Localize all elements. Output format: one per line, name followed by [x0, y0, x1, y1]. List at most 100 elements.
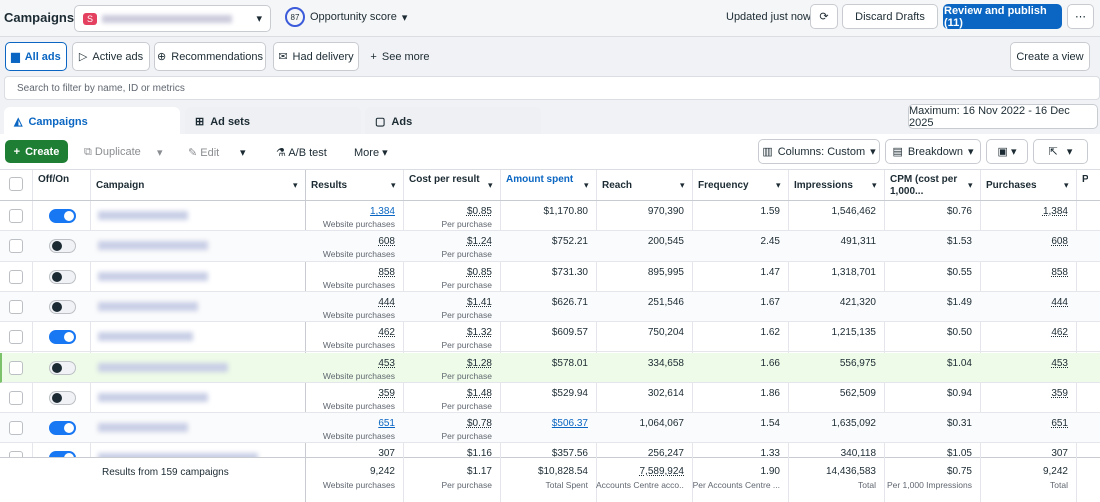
- filter-tab[interactable]: ✉ Had delivery: [273, 42, 359, 71]
- table-row[interactable]: [0, 201, 1100, 232]
- column-divider: [980, 170, 981, 502]
- campaign-name[interactable]: [98, 241, 208, 251]
- create-view[interactable]: Create a view: [1010, 42, 1090, 71]
- reports-button[interactable]: ▣ ▾: [986, 139, 1028, 164]
- cell-purchases[interactable]: 462: [1051, 327, 1068, 339]
- totals-row: [0, 457, 1100, 502]
- cell-cost[interactable]: $1.28: [466, 357, 492, 369]
- export-button[interactable]: ⇱ ▾: [1033, 139, 1088, 164]
- checkbox[interactable]: [9, 330, 23, 345]
- date-range[interactable]: Maximum: 16 Nov 2022 - 16 Dec 2025: [908, 104, 1098, 129]
- column-header[interactable]: Pur...: [1082, 174, 1088, 185]
- toggle[interactable]: [49, 390, 76, 405]
- publish-button[interactable]: Review and publish (11): [943, 4, 1062, 29]
- filter-tab[interactable]: ▷ Active ads: [72, 42, 150, 71]
- cell-purchases[interactable]: 453: [1051, 357, 1068, 369]
- column-header[interactable]: CPM (cost per 1,000...: [890, 174, 958, 197]
- checkbox[interactable]: [9, 209, 23, 223]
- checkbox[interactable]: [9, 421, 23, 436]
- create-button[interactable]: + Create: [5, 140, 68, 163]
- level-label: Campaigns: [28, 116, 88, 128]
- column-header[interactable]: Results: [311, 180, 348, 191]
- checkbox[interactable]: [9, 390, 23, 405]
- column-header[interactable]: Amount spent: [506, 174, 574, 185]
- toggle[interactable]: [49, 360, 76, 375]
- cell-cost[interactable]: $1.24: [466, 236, 492, 248]
- cell-results[interactable]: 462: [378, 327, 395, 339]
- toggle[interactable]: [49, 209, 76, 223]
- edit-button[interactable]: ✎ Edit: [188, 147, 220, 159]
- level-tab[interactable]: ◭ Campaigns: [4, 107, 180, 135]
- refresh-button[interactable]: ⟳: [810, 4, 838, 29]
- cell-results[interactable]: 307: [378, 448, 395, 460]
- checkbox[interactable]: [9, 299, 23, 314]
- cell-cost[interactable]: $0.85: [466, 206, 492, 217]
- more-menu[interactable]: More ▾: [354, 147, 388, 159]
- columns-button[interactable]: ▥ Columns: Custom ▾: [758, 139, 880, 164]
- cell-purchases[interactable]: 651: [1051, 418, 1068, 430]
- cell-purchases[interactable]: 444: [1051, 296, 1068, 308]
- filter-tab[interactable]: ⊕ Recommendations: [154, 42, 266, 71]
- cell-cost[interactable]: $0.78: [466, 418, 492, 430]
- toggle[interactable]: [49, 239, 76, 254]
- cell-reach: 251,546: [647, 296, 684, 308]
- cell-purchases[interactable]: 1,384: [1042, 206, 1068, 217]
- cell-results[interactable]: 651: [378, 418, 395, 430]
- search-input[interactable]: Search to filter by name, ID or metrics: [4, 76, 1100, 100]
- more-button[interactable]: ⋯: [1067, 4, 1094, 29]
- cell-results[interactable]: 453: [378, 357, 395, 369]
- table-row[interactable]: [0, 383, 1100, 414]
- toggle[interactable]: [49, 299, 76, 314]
- cell-results[interactable]: 444: [378, 296, 395, 308]
- cell-cost[interactable]: $1.16: [466, 448, 492, 460]
- cell-purchases[interactable]: 858: [1051, 266, 1068, 278]
- opportunity-score[interactable]: 87 Opportunity score ▾: [285, 7, 407, 27]
- column-header[interactable]: Reach: [602, 180, 633, 191]
- table-row[interactable]: [0, 322, 1100, 353]
- cell-cost[interactable]: $1.41: [466, 296, 492, 308]
- campaign-name[interactable]: [98, 211, 188, 220]
- discard-button[interactable]: Discard Drafts: [842, 4, 938, 29]
- campaign-name[interactable]: [98, 301, 198, 311]
- column-header[interactable]: Frequency: [698, 180, 749, 191]
- breakdown-button[interactable]: ▤ Breakdown ▾: [885, 139, 981, 164]
- cell-purchases[interactable]: 608: [1051, 236, 1068, 248]
- column-header[interactable]: Cost per result: [409, 174, 480, 185]
- campaign-name[interactable]: [98, 362, 228, 372]
- toggle[interactable]: [49, 269, 76, 284]
- cell-cost[interactable]: $0.85: [466, 266, 492, 278]
- campaign-name[interactable]: [98, 423, 188, 433]
- duplicate-button[interactable]: ⧉ Duplicate: [84, 146, 141, 158]
- column-header[interactable]: Purchases: [986, 180, 1037, 191]
- campaign-name[interactable]: [98, 332, 193, 342]
- cell-impressions: 421,320: [839, 296, 876, 308]
- level-tab[interactable]: ▢ Ads: [365, 107, 541, 135]
- table-row[interactable]: [0, 262, 1100, 292]
- cell-purchases[interactable]: 359: [1051, 387, 1068, 399]
- cell-results[interactable]: 359: [378, 387, 395, 399]
- account-selector[interactable]: S ▾: [74, 5, 271, 32]
- cell-cost[interactable]: $1.48: [466, 387, 492, 399]
- filter-tab[interactable]: ▆ All ads: [5, 42, 67, 71]
- cell-purchases[interactable]: 307: [1051, 448, 1068, 460]
- cell-cost[interactable]: $1.32: [466, 327, 492, 339]
- checkbox[interactable]: [9, 177, 23, 191]
- cell-results[interactable]: 608: [378, 236, 395, 248]
- toggle[interactable]: [49, 421, 76, 436]
- campaign-name[interactable]: [98, 392, 208, 402]
- column-header[interactable]: Off/On: [38, 174, 70, 185]
- column-header[interactable]: Campaign: [96, 180, 145, 191]
- ab-test-button[interactable]: ⚗ A/B test: [276, 147, 327, 159]
- cell-results[interactable]: 1,384: [369, 206, 395, 217]
- cell-reach: 750,204: [647, 327, 684, 339]
- checkbox[interactable]: [9, 239, 23, 254]
- checkbox[interactable]: [9, 269, 23, 284]
- filter-tab[interactable]: + See more: [370, 50, 430, 63]
- checkbox[interactable]: [9, 360, 23, 375]
- column-header[interactable]: Impressions: [794, 180, 853, 191]
- total-impressions: 14,436,583: [825, 466, 876, 477]
- cell-results[interactable]: 858: [378, 266, 395, 278]
- level-tab[interactable]: ⊞ Ad sets: [185, 107, 361, 135]
- toggle[interactable]: [49, 330, 76, 345]
- campaign-name[interactable]: [98, 271, 208, 281]
